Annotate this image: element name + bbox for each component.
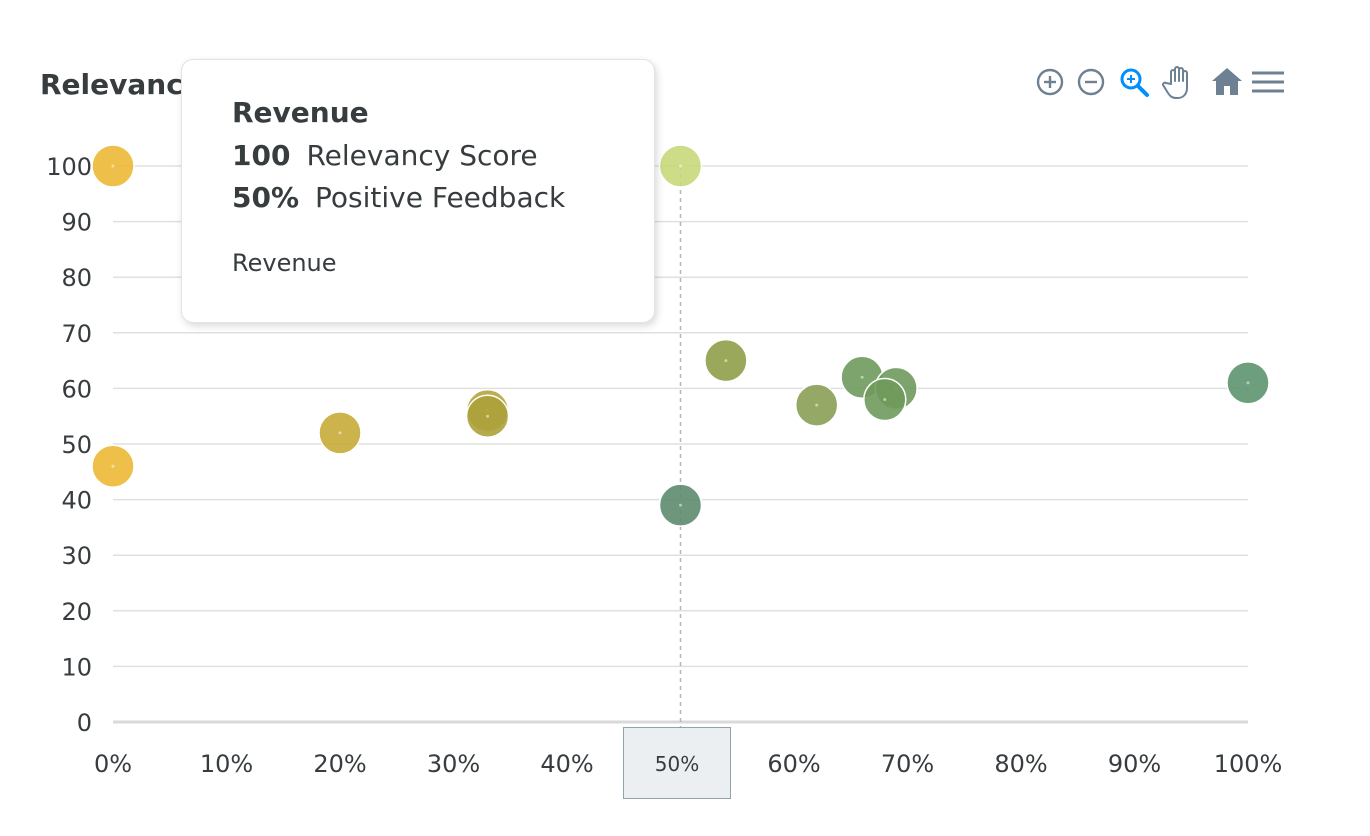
scatter-point[interactable] (863, 377, 907, 422)
tooltip-y-value: 100 (232, 139, 291, 172)
point-tooltip: Revenue 100 Relevancy Score 50% Positive F… (181, 59, 655, 323)
home-icon[interactable] (1209, 62, 1245, 102)
scatter-point[interactable] (1226, 361, 1270, 405)
x-tick-label: 30% (427, 750, 480, 778)
selection-zoom-icon[interactable] (1116, 62, 1152, 102)
zoom-out-icon[interactable] (1073, 62, 1109, 102)
scatter-point[interactable] (794, 383, 839, 427)
x-tick-label: 60% (767, 750, 820, 778)
y-tick-label: 50 (61, 431, 92, 459)
x-tick-label: 90% (1108, 750, 1161, 778)
scatter-points (91, 144, 1270, 527)
y-tick-label: 70 (61, 320, 92, 348)
y-tick-label: 20 (61, 598, 92, 626)
y-tick-label: 10 (61, 653, 92, 681)
x-tick-label: 80% (994, 750, 1047, 778)
scatter-point[interactable] (704, 338, 748, 383)
x-tick-label: 70% (881, 750, 934, 778)
y-tick-label: 30 (61, 542, 92, 570)
scatter-point[interactable] (465, 394, 510, 438)
x-tick-label: 100% (1214, 750, 1283, 778)
x-tick-label: 20% (313, 750, 366, 778)
x-tick-label: 40% (540, 750, 593, 778)
scatter-point[interactable] (658, 483, 703, 527)
pan-hand-icon[interactable] (1160, 62, 1196, 102)
x-tick-label: 10% (200, 750, 253, 778)
y-tick-label: 0 (77, 709, 92, 737)
tooltip-series-name: Revenue (232, 96, 369, 129)
tooltip-x-value: 50% (232, 181, 300, 214)
tooltip-x-label: Positive Feedback (315, 181, 566, 214)
tooltip-footer: Revenue (232, 249, 337, 277)
y-axis-ticks: 0 10 20 30 40 50 60 70 80 90 100 (46, 153, 92, 737)
scatter-point[interactable] (318, 411, 362, 455)
menu-icon[interactable] (1250, 62, 1286, 102)
tooltip-y-label: Relevancy Score (306, 139, 538, 172)
y-tick-label: 40 (61, 487, 92, 515)
tooltip-x-row: 50% Positive Feedback (232, 177, 654, 219)
scatter-point[interactable] (91, 144, 135, 188)
x-crosshair-label: 50% (623, 727, 731, 799)
y-tick-label: 80 (61, 264, 92, 292)
chart-toolbar (1030, 62, 1290, 102)
y-tick-label: 60 (61, 375, 92, 403)
y-tick-label: 90 (61, 209, 92, 237)
x-tick-label: 0% (94, 750, 132, 778)
scatter-point[interactable] (658, 144, 703, 188)
zoom-in-icon[interactable] (1032, 62, 1068, 102)
tooltip-y-row: 100 Relevancy Score (232, 135, 654, 177)
y-tick-label: 100 (46, 153, 92, 181)
scatter-point[interactable] (91, 444, 135, 488)
